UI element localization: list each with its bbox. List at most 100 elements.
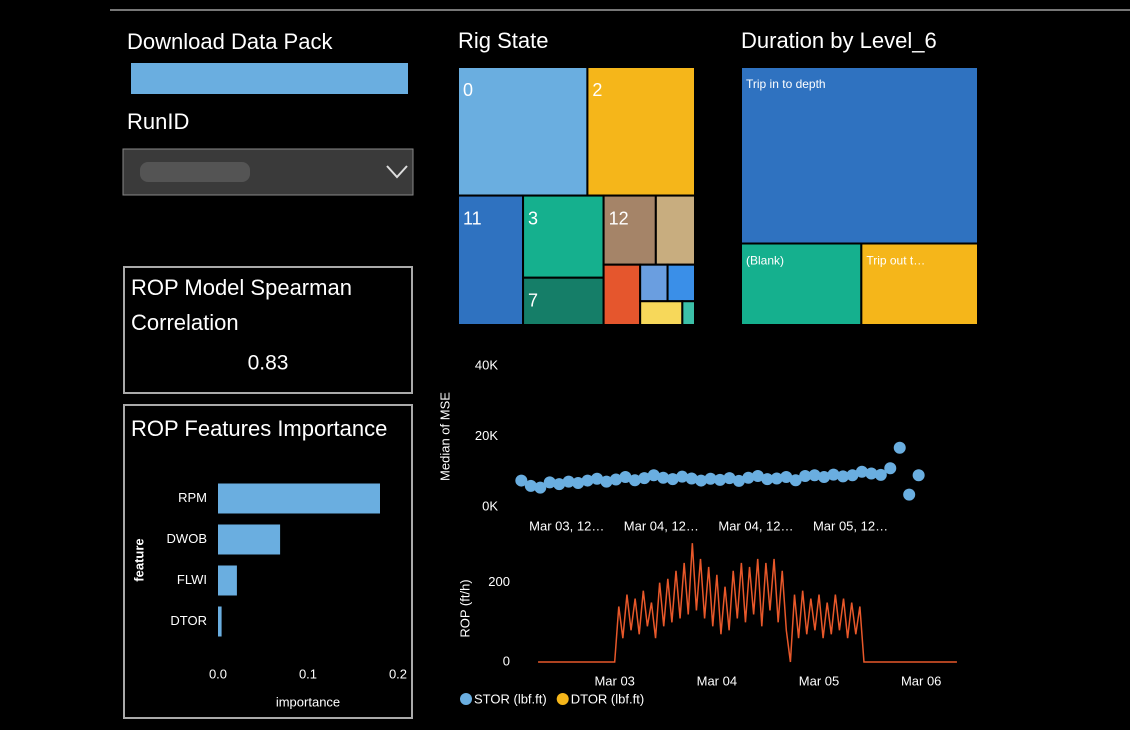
y-tick-label: DWOB [167,531,207,546]
point [543,476,556,489]
point [836,470,849,483]
tile-label: 3 [528,208,538,228]
download-button[interactable] [131,63,408,94]
features-card [123,404,413,719]
chevron [386,165,408,179]
point [638,472,651,485]
treemap-tile [602,194,657,266]
point [524,479,537,492]
kpi-title: ROP Model Spearman [131,275,352,300]
treemap-tile [639,263,669,303]
point [515,474,528,487]
x-tick-label: Mar 03, 12… [529,518,604,533]
treemap-tile [522,276,605,326]
treemap-tile [639,300,684,327]
y-axis-label: feature [131,538,146,581]
y-tick-label: FLWI [177,572,207,587]
point [609,473,622,486]
point [647,469,660,482]
tile-label: 0 [463,80,473,100]
point [789,474,802,487]
y-axis-label: Median of MSE [437,392,452,481]
treemap-tile [681,300,697,327]
chart-title: Rig State [458,28,549,53]
y-tick-label: RPM [178,490,207,505]
treemap-tile [860,242,980,326]
treemap-tile [586,66,697,197]
point [912,469,925,482]
treemap-tile [457,194,525,326]
point [695,474,708,487]
point [572,477,585,490]
bar [218,524,281,555]
point [732,474,745,487]
point [846,469,859,482]
treemap-tile [740,242,863,326]
point [628,474,641,487]
tile-label: Trip in to depth [746,77,826,91]
chart-title: Duration by Level_6 [741,28,937,53]
point [884,462,897,475]
point [591,472,604,485]
y-tick-label: 0 [503,653,510,668]
y-tick-label: 0K [482,498,498,513]
point [676,470,689,483]
x-axis-label: importance [276,694,340,709]
y-tick-label: 20K [475,428,498,443]
point [903,488,916,501]
point [874,468,887,481]
point [553,478,566,491]
tile-label: (Blank) [746,254,784,268]
point [808,469,821,482]
treemap-tile [666,263,696,303]
x-tick-label: Mar 04, 12… [624,518,699,533]
point [770,472,783,485]
treemap-tile [602,263,642,327]
x-tick-label: Mar 03 [594,673,634,688]
point [581,474,594,487]
legend-label: DTOR (lbf.ft) [571,691,644,706]
bar [218,483,380,514]
x-tick-label: Mar 04, 12… [718,518,793,533]
tile-label: 2 [592,80,602,100]
point [799,469,812,482]
point [562,475,575,488]
legend-marker [556,693,569,705]
treemap-tile [522,194,605,279]
line-series [538,543,957,663]
bar [218,565,237,596]
point [619,471,632,484]
point [704,472,717,485]
point [865,467,878,480]
point [666,473,679,486]
point [657,471,670,484]
tile-label: 7 [528,290,538,310]
treemap-tile [740,66,979,245]
x-tick-label: 0.0 [209,666,227,681]
point [742,471,755,484]
treemap-tile [457,66,589,197]
runid-dropdown[interactable] [122,148,414,196]
x-tick-label: Mar 05 [799,673,839,688]
y-axis-label: ROP (ft/h) [457,579,472,637]
point [855,465,868,478]
tile-label: Trip out t… [866,254,925,268]
tile-label: 11 [463,208,482,228]
runid-label: RunID [127,109,189,134]
kpi-card [123,266,413,394]
blurred-value [140,162,250,182]
x-tick-label: Mar 05, 12… [813,518,888,533]
point [685,472,698,485]
y-tick-label: 40K [475,357,498,372]
legend-marker [460,693,472,705]
x-tick-label: Mar 06 [901,673,941,688]
y-tick-label: 200 [488,574,510,589]
chart-title: ROP Features Importance [131,416,387,441]
kpi-title: Correlation [131,310,239,335]
point [714,473,726,486]
point [534,481,547,494]
tile-label: 12 [609,208,629,228]
download-title: Download Data Pack [127,29,333,54]
x-tick-label: Mar 04 [697,673,737,688]
